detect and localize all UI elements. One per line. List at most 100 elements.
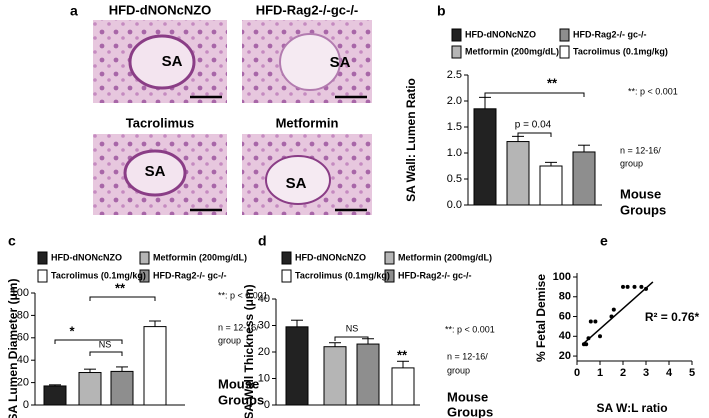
y-tick-label: 60	[17, 332, 29, 344]
legend-label: HFD-Rag2-/- gc-/-	[398, 270, 472, 280]
point	[639, 284, 644, 289]
annotation: Mouse	[620, 186, 661, 201]
y-tick-label: 80	[559, 291, 571, 303]
y-tick-label: 40	[559, 330, 571, 342]
annotation: n = 12-16/	[218, 322, 259, 332]
point	[644, 286, 648, 291]
annotation: **	[547, 75, 558, 90]
legend-label: HFD-dNONcNZO	[51, 252, 122, 262]
x-tick-label: 1	[597, 367, 603, 379]
point	[584, 342, 589, 347]
vessel	[279, 33, 341, 91]
legend-label: Tacrolimus (0.1mg/kg)	[573, 46, 668, 56]
legend-label: HFD-dNONcNZO	[465, 29, 536, 39]
significance-bracket	[484, 92, 585, 97]
bar	[506, 141, 530, 206]
annotation: n = 12-16/	[620, 145, 661, 155]
annotation: **	[115, 280, 126, 295]
annotation: n = 12-16/	[447, 351, 488, 361]
panel-letter: c	[8, 233, 16, 249]
annotation: NS	[99, 339, 112, 349]
legend-label: HFD-Rag2-/- gc-/-	[573, 29, 647, 39]
y-tick-label: 30	[258, 319, 270, 331]
bar	[356, 343, 380, 406]
y-tick-label: 1.5	[447, 121, 462, 133]
annotation: R² = 0.76*	[645, 310, 700, 324]
legend-label: Tacrolimus (0.1mg/kg)	[295, 270, 390, 280]
annotation: Groups	[447, 404, 493, 418]
x-tick-label: 5	[689, 367, 695, 379]
legend-swatch	[37, 251, 48, 265]
image-tag: SA	[330, 54, 351, 71]
annotation: *	[69, 323, 75, 338]
legend-label: Metformin (200mg/dL)	[398, 252, 492, 262]
legend-swatch	[384, 251, 395, 265]
legend-label: Metformin (200mg/dL)	[153, 252, 247, 262]
image-tag: SA	[286, 175, 307, 192]
x-tick-label: 0	[574, 367, 580, 379]
bar	[43, 385, 67, 406]
vessel	[128, 34, 196, 90]
bar	[110, 370, 134, 406]
point	[609, 314, 614, 319]
bar	[143, 326, 167, 406]
bar	[391, 367, 415, 406]
y-tick-label: 2.5	[447, 69, 462, 81]
image-tag: SA	[145, 163, 166, 180]
y-axis-label: SA Lumen Diameter (μm)	[6, 279, 20, 418]
legend-swatch	[281, 269, 292, 283]
fit-line	[583, 281, 654, 344]
annotation: Mouse	[218, 376, 259, 391]
annotation: Groups	[620, 202, 666, 217]
annotation: p = 0.04	[515, 120, 552, 131]
annotation: Mouse	[447, 389, 488, 404]
point	[632, 284, 637, 289]
y-tick-label: 2.0	[447, 95, 462, 107]
x-tick-label: 3	[643, 367, 649, 379]
image-label: Metformin	[276, 115, 339, 130]
annotation: group	[218, 335, 241, 345]
panel-letter: e	[600, 233, 608, 249]
legend-swatch	[451, 28, 462, 42]
y-tick-label: 20	[17, 377, 29, 389]
panel-a: a HFD-dNONcNZO HFD-Rag2-/-gc-/- Tacrolim…	[70, 2, 372, 215]
significance-bracket	[54, 339, 123, 344]
annotation: group	[447, 365, 470, 375]
legend-swatch	[281, 251, 292, 265]
bar	[323, 346, 347, 406]
y-tick-label: 40	[258, 293, 270, 305]
legend-swatch	[451, 45, 462, 59]
annotation: NS	[346, 323, 359, 333]
point	[598, 334, 602, 339]
y-tick-label: 0	[23, 399, 29, 411]
y-tick-label: 10	[258, 372, 270, 384]
legend-label: Tacrolimus (0.1mg/kg)	[51, 270, 146, 280]
y-axis-label: SA Wall: Lumen Ratio	[404, 78, 418, 202]
y-tick-label: 40	[17, 354, 29, 366]
annotation: Groups	[218, 392, 264, 407]
y-tick-label: 0	[264, 399, 270, 411]
significance-bracket	[89, 351, 123, 356]
legend-swatch	[559, 45, 570, 59]
bar	[539, 165, 563, 206]
y-tick-label: 20	[559, 350, 571, 362]
x-tick-label: 2	[620, 367, 626, 379]
annotation: **: p < 0.001	[445, 324, 495, 334]
point	[625, 284, 630, 289]
legend-swatch	[37, 269, 48, 283]
bar	[572, 151, 596, 206]
vessel	[123, 149, 187, 197]
x-axis-label: SA W:L ratio	[596, 401, 667, 415]
image-label: HFD-dNONcNZO	[109, 2, 212, 17]
legend-swatch	[559, 28, 570, 42]
y-tick-label: 0.5	[447, 173, 462, 185]
point	[611, 307, 616, 312]
point	[593, 319, 598, 324]
legend-swatch	[384, 269, 395, 283]
legend-swatch	[139, 269, 150, 283]
bar	[78, 372, 102, 406]
annotation: group	[620, 158, 643, 168]
panel-letter: b	[437, 3, 446, 19]
image-label: HFD-Rag2-/-gc-/-	[256, 2, 359, 17]
annotation: **: p < 0.001	[628, 86, 678, 96]
